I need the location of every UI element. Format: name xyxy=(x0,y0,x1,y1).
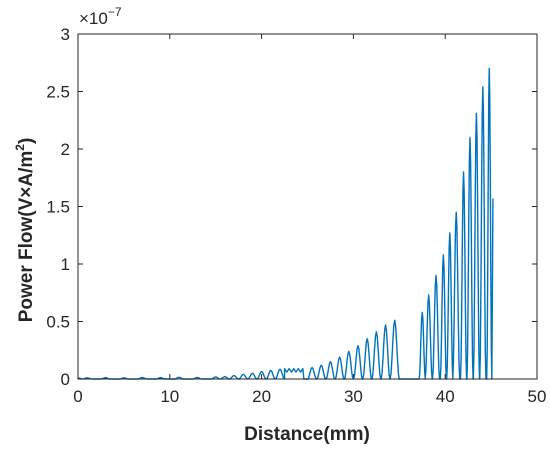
x-tick-label: 50 xyxy=(528,387,547,406)
y-tick-label: 2.5 xyxy=(46,83,70,102)
y-tick-label: 1 xyxy=(61,255,70,274)
power-flow-series-line xyxy=(77,67,494,380)
y-axis-label-main: Power Flow(V×A/m xyxy=(16,151,37,323)
y-exponent-label: ×10−7 xyxy=(79,5,122,28)
y-exponent-power: −7 xyxy=(108,5,122,19)
y-tick-label: 0 xyxy=(61,370,70,389)
y-axis-label-superscript: 2 xyxy=(13,144,27,151)
y-tick-label: 3 xyxy=(61,25,70,44)
y-tick-label: 2 xyxy=(61,140,70,159)
axes-box xyxy=(77,33,538,380)
x-tick-label: 40 xyxy=(436,387,455,406)
plot-layer xyxy=(77,67,494,380)
x-tick-label: 0 xyxy=(73,387,82,406)
y-axis-label-close: ) xyxy=(16,138,37,144)
x-tick-label: 30 xyxy=(344,387,363,406)
y-axis-label: Power Flow(V×A/m2) xyxy=(13,138,37,323)
x-axis-label: Distance(mm) xyxy=(244,424,370,445)
x-tick-label: 10 xyxy=(160,387,179,406)
y-exponent-base: ×10 xyxy=(79,9,108,28)
x-tick-label: 20 xyxy=(252,387,271,406)
y-tick-label: 0.5 xyxy=(46,313,70,332)
y-tick-label: 1.5 xyxy=(46,198,70,217)
